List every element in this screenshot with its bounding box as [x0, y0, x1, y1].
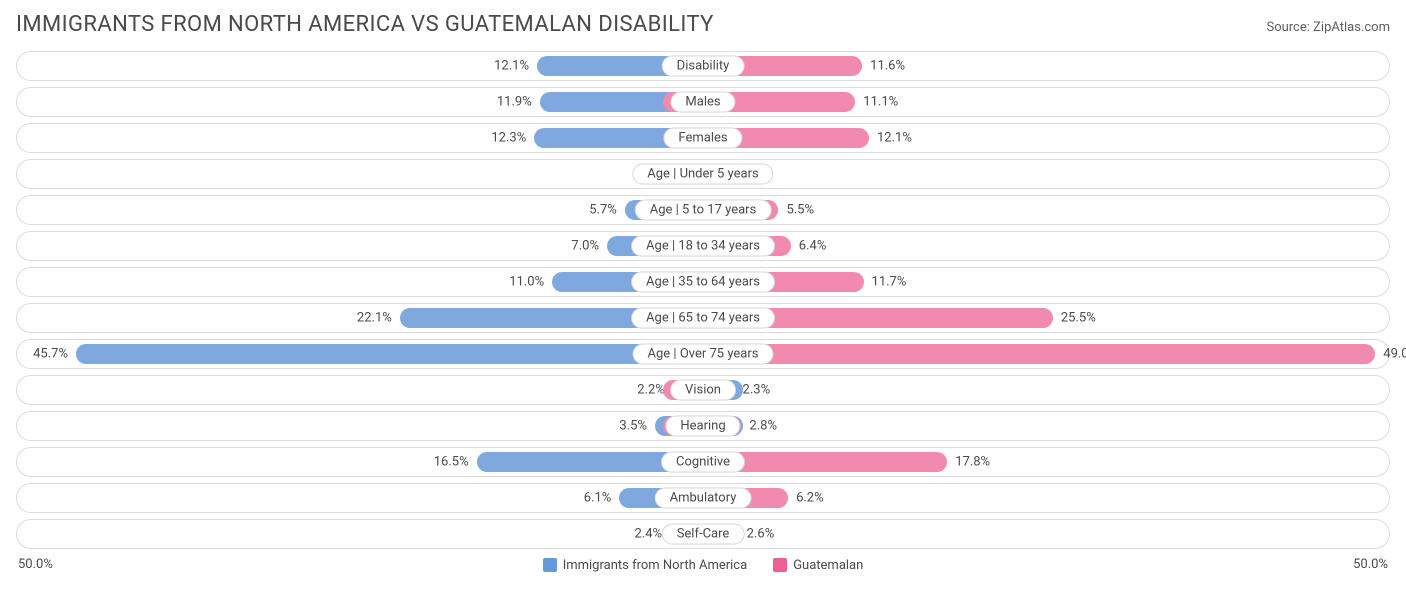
- value-right: 17.8%: [955, 455, 990, 470]
- chart-row: 11.9% 11.1% Males: [16, 87, 1390, 117]
- chart-row: 7.0% 6.4% Age | 18 to 34 years: [16, 231, 1390, 261]
- value-right: 5.5%: [786, 203, 814, 218]
- chart-row: 16.5% 17.8% Cognitive: [16, 447, 1390, 477]
- value-left: 12.1%: [494, 59, 529, 74]
- chart-row: 2.2% 2.3% Vision: [16, 375, 1390, 405]
- value-right: 2.8%: [749, 419, 777, 434]
- value-right: 49.0%: [1383, 347, 1406, 362]
- value-left: 2.4%: [635, 527, 663, 542]
- chart-row: 1.4%1.2%Age | Under 5 years: [16, 159, 1390, 189]
- value-left: 22.1%: [357, 311, 392, 326]
- value-left: 3.5%: [619, 419, 647, 434]
- value-left: 11.0%: [509, 275, 544, 290]
- category-label: Ambulatory: [655, 488, 752, 509]
- legend-left: Immigrants from North America: [543, 555, 748, 575]
- axis-label-left: 50.0%: [18, 557, 53, 572]
- category-label: Self-Care: [662, 524, 745, 545]
- category-label: Age | 35 to 64 years: [631, 272, 775, 293]
- value-left: 5.7%: [589, 203, 617, 218]
- chart-row: 12.1% 11.6% Disability: [16, 51, 1390, 81]
- chart-row: 12.3% 12.1% Females: [16, 123, 1390, 153]
- category-label: Males: [670, 92, 735, 113]
- value-left: 12.3%: [491, 131, 526, 146]
- category-label: Age | 18 to 34 years: [631, 236, 775, 257]
- value-right: 11.6%: [870, 59, 905, 74]
- category-label: Females: [663, 128, 742, 149]
- category-label: Age | Under 5 years: [632, 164, 773, 185]
- chart-header: IMMIGRANTS FROM NORTH AMERICA VS GUATEMA…: [16, 12, 1390, 37]
- diverging-bar-chart: 12.1% 11.6% Disability 11.9% 11.1% Males 12.3%…: [16, 51, 1390, 549]
- chart-row: 5.7% 5.5% Age | 5 to 17 years: [16, 195, 1390, 225]
- chart-row: 11.0% 11.7% Age | 35 to 64 years: [16, 267, 1390, 297]
- value-left: 11.9%: [497, 95, 532, 110]
- chart-source: Source: ZipAtlas.com: [1266, 20, 1390, 35]
- value-right: 6.4%: [799, 239, 827, 254]
- value-right: 11.7%: [872, 275, 907, 290]
- value-left: 7.0%: [571, 239, 599, 254]
- category-label: Age | 65 to 74 years: [631, 308, 775, 329]
- chart-footer: 50.0% Immigrants from North America Guat…: [16, 555, 1390, 575]
- chart-title: IMMIGRANTS FROM NORTH AMERICA VS GUATEMA…: [16, 12, 714, 37]
- legend-swatch-left: [543, 558, 557, 572]
- chart-row: 22.1% 25.5% Age | 65 to 74 years: [16, 303, 1390, 333]
- value-right: 2.6%: [747, 527, 775, 542]
- category-label: Cognitive: [661, 452, 745, 473]
- value-right: 25.5%: [1061, 311, 1096, 326]
- category-label: Age | Over 75 years: [633, 344, 774, 365]
- chart-row: 45.7%49.0%Age | Over 75 years: [16, 339, 1390, 369]
- value-left: 16.5%: [434, 455, 469, 470]
- category-label: Vision: [670, 380, 736, 401]
- value-right: 2.3%: [743, 383, 771, 398]
- category-label: Disability: [662, 56, 745, 77]
- value-right: 11.1%: [863, 95, 898, 110]
- value-right: 6.2%: [796, 491, 824, 506]
- value-left: 2.2%: [637, 383, 665, 398]
- legend-right: Guatemalan: [773, 555, 863, 575]
- value-left: 45.7%: [33, 347, 68, 362]
- category-label: Hearing: [665, 416, 740, 437]
- category-label: Age | 5 to 17 years: [635, 200, 772, 221]
- chart-row: 6.1% 6.2% Ambulatory: [16, 483, 1390, 513]
- legend-swatch-right: [773, 558, 787, 572]
- chart-row: 3.5% 2.8% Hearing: [16, 411, 1390, 441]
- chart-row: 2.4% 2.6%Self-Care: [16, 519, 1390, 549]
- axis-label-right: 50.0%: [1353, 557, 1388, 572]
- legend-label-right: Guatemalan: [793, 558, 863, 573]
- value-left: 6.1%: [584, 491, 612, 506]
- value-right: 12.1%: [877, 131, 912, 146]
- legend-label-left: Immigrants from North America: [563, 558, 748, 573]
